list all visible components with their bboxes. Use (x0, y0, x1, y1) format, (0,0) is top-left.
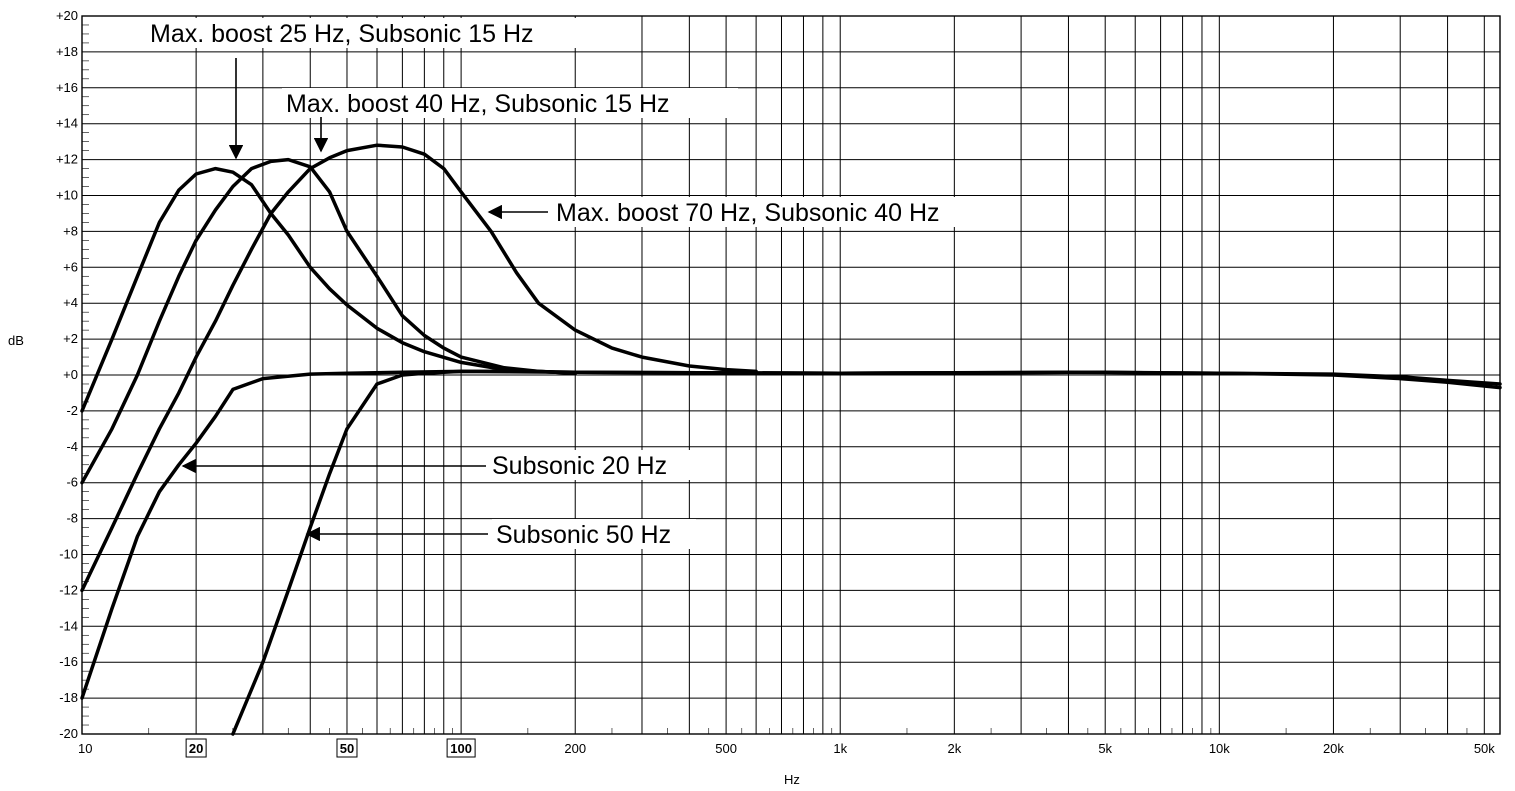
annotation-5: Subsonic 50 Hz (305, 519, 696, 549)
series-group (80, 143, 1502, 736)
y-tick-label: -8 (66, 511, 78, 526)
series-4-line (80, 369, 1502, 700)
y-tick-label: -16 (59, 654, 78, 669)
plot-frame (81, 15, 1501, 735)
annotation-bg (488, 450, 692, 480)
y-tick-label: +8 (63, 223, 78, 238)
y-tick-label: -20 (59, 726, 78, 741)
x-tick-label: 10 (78, 741, 92, 756)
annotation-bg (282, 88, 738, 118)
x-tick-label: 20k (1323, 741, 1344, 756)
y-tick-label: +12 (56, 152, 78, 167)
annotation-4: Subsonic 20 Hz (181, 450, 692, 480)
y-tick-label: +6 (63, 259, 78, 274)
x-axis-title: Hz (784, 772, 800, 787)
annotation-1: Max. boost 25 Hz, Subsonic 15 Hz (146, 18, 602, 160)
y-tick-label: +0 (63, 367, 78, 382)
series-1-line (80, 166, 577, 413)
x-axis: 10 20 50 100 200 500 1k 2k 5k 10k 20k 50k (78, 738, 1495, 758)
x-tick-box (185, 738, 207, 758)
y-tick-label: +16 (56, 80, 78, 95)
y-tick-label: -2 (66, 403, 78, 418)
y-tick-label: +4 (63, 295, 78, 310)
annotation-label: Max. boost 70 Hz, Subsonic 40 Hz (556, 199, 940, 227)
annotation-bg (492, 519, 696, 549)
annotation-bg (552, 197, 1008, 227)
annotation-label: Max. boost 25 Hz, Subsonic 15 Hz (150, 20, 534, 48)
y-axis: +20 +18 +16 +14 +12 +10 +8 +6 +4 +2 +0 -2 -4 -6 -8 -10 -… (56, 8, 78, 741)
y-axis-title: dB (8, 333, 24, 348)
y-tick-label: -14 (59, 618, 78, 633)
y-tick-label: +14 (56, 116, 78, 131)
x-tick-box (446, 738, 476, 758)
y-tick-label: -4 (66, 439, 78, 454)
y-tick-label: +2 (63, 331, 78, 346)
annotation-label: Subsonic 20 Hz (492, 452, 667, 480)
x-tick-label: 1k (833, 741, 847, 756)
x-tick-label: 5k (1098, 741, 1112, 756)
y-tick-label: +10 (56, 188, 78, 203)
x-tick-label: 20 (189, 741, 203, 756)
x-tick-label: 200 (564, 741, 586, 756)
x-tick-label: 500 (715, 741, 737, 756)
series-5-line (231, 369, 1502, 736)
x-tick-label: 50 (340, 741, 354, 756)
y-tick-label: -6 (66, 475, 78, 490)
x-tick-label: 2k (947, 741, 961, 756)
y-tick-label: -10 (59, 547, 78, 562)
annotations: Max. boost 25 Hz, Subsonic 15 Hz Max. boo… (146, 18, 1008, 549)
annotation-bg (146, 18, 602, 48)
grid (81, 15, 1501, 735)
y-tick-label: +18 (56, 44, 78, 59)
annotation-label: Subsonic 50 Hz (496, 521, 671, 549)
y-tick-label: -12 (59, 582, 78, 597)
annotation-3: Max. boost 70 Hz, Subsonic 40 Hz (487, 197, 1008, 227)
x-tick-label: 10k (1209, 741, 1230, 756)
annotation-2: Max. boost 40 Hz, Subsonic 15 Hz (282, 88, 738, 153)
series-3-line (80, 143, 758, 593)
x-tick-box (336, 738, 358, 758)
x-tick-label: 50k (1474, 741, 1495, 756)
y-tick-label: -18 (59, 690, 78, 705)
series-2-line (80, 157, 577, 485)
annotation-label: Max. boost 40 Hz, Subsonic 15 Hz (286, 90, 670, 118)
x-tick-label: 100 (450, 741, 472, 756)
y-tick-label: +20 (56, 8, 78, 23)
